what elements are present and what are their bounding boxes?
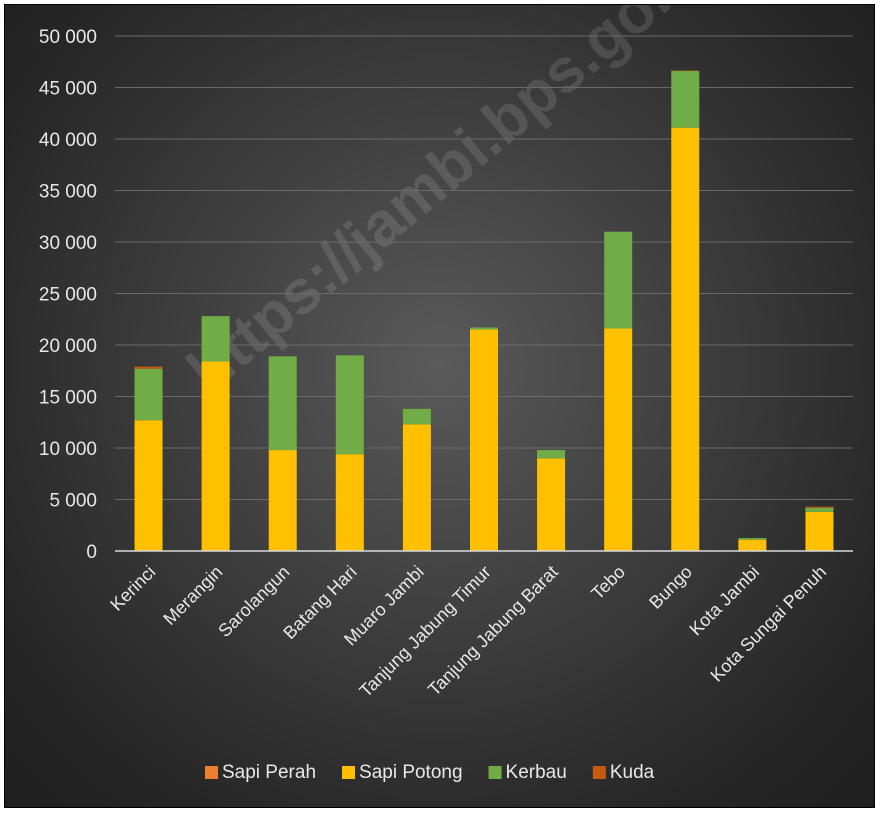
y-tick-label: 10 000 — [39, 439, 97, 460]
y-tick-label: 30 000 — [39, 233, 97, 254]
y-tick-label: 45 000 — [39, 79, 97, 100]
bar-segment — [604, 231, 633, 329]
bar-segment — [134, 368, 163, 421]
legend-swatch — [205, 766, 218, 779]
bar-segment — [671, 71, 700, 128]
y-tick-label: 35 000 — [39, 182, 97, 203]
bar-segment — [470, 329, 498, 551]
y-axis-ticks: 0 5 000 10 000 15 000 20 000 25 000 30 000 35 0… — [39, 27, 97, 563]
x-tick-label: Tanjung Jabung Barat — [424, 562, 562, 700]
bar-segment — [201, 316, 230, 362]
bar-segment — [537, 450, 566, 459]
bar-segment — [470, 327, 498, 330]
y-tick-label: 0 — [86, 542, 97, 563]
legend: Sapi Perah Sapi Potong Kerbau Kuda — [205, 762, 655, 783]
legend-entry: Sapi Potong — [359, 762, 463, 783]
bar-segment — [738, 538, 767, 540]
y-tick-label: 40 000 — [39, 130, 97, 151]
gridlines — [115, 35, 853, 500]
y-tick-label: 25 000 — [39, 285, 97, 306]
legend-entry: Sapi Perah — [222, 762, 316, 783]
x-tick-label: Kota Sungai Penuh — [706, 562, 830, 686]
x-tick-label: Kerinci — [106, 562, 159, 615]
legend-entry: Kerbau — [506, 762, 567, 783]
bar-segment — [201, 361, 230, 551]
x-tick-label: Tebo — [587, 562, 629, 604]
stacked-bar-chart: https://jambi.bps.go.id 0 5 000 10 000 15 0… — [39, 5, 853, 783]
bar-segment — [805, 506, 834, 508]
bar-segment — [335, 454, 364, 551]
bar-segment — [671, 70, 700, 72]
legend-swatch — [488, 766, 502, 779]
bar-segment — [134, 420, 163, 551]
bar-segment — [805, 511, 834, 551]
bar-segment — [805, 507, 834, 512]
bar-segment — [402, 424, 431, 551]
bar-segment — [537, 458, 566, 551]
y-tick-label: 5 000 — [49, 491, 97, 512]
chart-area: https://jambi.bps.go.id 0 5 000 10 000 15 0… — [4, 4, 875, 808]
bar-segment — [268, 450, 297, 551]
watermark: https://jambi.bps.go.id — [175, 5, 726, 406]
bar-segment — [134, 366, 163, 369]
x-tick-label: Merangin — [159, 562, 226, 629]
bar-segment — [604, 328, 633, 551]
y-tick-label: 50 000 — [39, 27, 97, 48]
bar-segment — [335, 355, 364, 455]
legend-entry: Kuda — [610, 762, 655, 783]
bar-segment — [738, 539, 767, 551]
bar-segment — [402, 408, 431, 425]
y-tick-label: 20 000 — [39, 336, 97, 357]
bar-segment — [268, 356, 297, 451]
legend-swatch — [342, 766, 356, 779]
legend-swatch — [592, 766, 606, 779]
bars — [134, 70, 834, 552]
bar-segment — [671, 127, 700, 552]
x-tick-label: Tanjung Jabung Timur — [355, 562, 494, 701]
x-tick-label: Bungo — [645, 562, 696, 613]
y-tick-label: 15 000 — [39, 388, 97, 409]
